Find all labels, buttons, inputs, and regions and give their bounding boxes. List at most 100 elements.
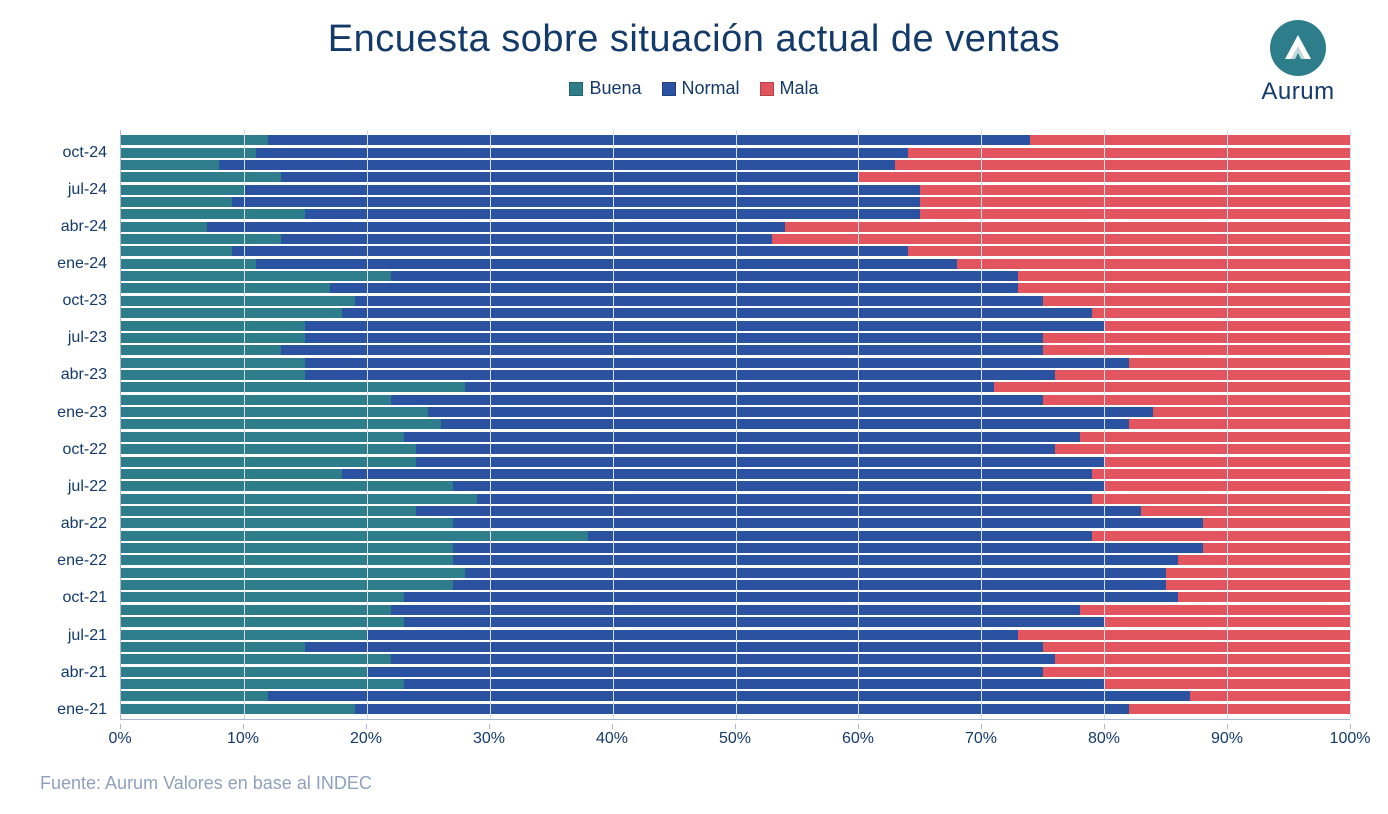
- bar-segment-mala: [994, 382, 1350, 392]
- bar-segment-normal: [453, 555, 1178, 565]
- logo-icon: [1270, 20, 1326, 76]
- bar-segment-mala: [895, 160, 1350, 170]
- bar-segment-mala: [1166, 580, 1350, 590]
- x-tick: [612, 724, 613, 729]
- bar-segment-buena: [121, 358, 305, 368]
- bar-segment-mala: [1080, 432, 1350, 442]
- bar-segment-buena: [121, 469, 342, 479]
- y-axis-label: jul-22: [68, 478, 107, 496]
- bar-segment-buena: [121, 246, 232, 256]
- x-axis-label: 50%: [719, 730, 751, 748]
- bar-segment-mala: [1129, 358, 1350, 368]
- bar-segment-buena: [121, 654, 391, 664]
- bar-segment-mala: [1080, 605, 1350, 615]
- bar-segment-mala: [1043, 333, 1350, 343]
- bar-segment-buena: [121, 160, 219, 170]
- bar-segment-buena: [121, 531, 588, 541]
- bar-segment-buena: [121, 617, 404, 627]
- legend-swatch: [662, 82, 676, 96]
- bar-segment-buena: [121, 345, 281, 355]
- gridline: [858, 130, 859, 719]
- bar-segment-buena: [121, 592, 404, 602]
- bar-segment-mala: [1055, 654, 1350, 664]
- gridline: [613, 130, 614, 719]
- y-axis-label: ene-22: [57, 552, 107, 570]
- bar-segment-normal: [416, 457, 1104, 467]
- bar-segment-buena: [121, 605, 391, 615]
- bar-segment-normal: [404, 679, 1105, 689]
- bar-segment-mala: [1043, 667, 1350, 677]
- bar-segment-mala: [1055, 444, 1350, 454]
- y-axis-label: jul-21: [68, 627, 107, 645]
- x-tick: [243, 724, 244, 729]
- bar-segment-normal: [367, 630, 1018, 640]
- bar-segment-mala: [1178, 592, 1350, 602]
- bar-segment-buena: [121, 691, 268, 701]
- gridline: [1227, 130, 1228, 719]
- bar-segment-buena: [121, 704, 355, 714]
- x-axis-label: 60%: [842, 730, 874, 748]
- bar-segment-normal: [465, 568, 1166, 578]
- bar-segment-mala: [1043, 345, 1350, 355]
- bar-segment-mala: [1092, 469, 1350, 479]
- bar-segment-normal: [404, 592, 1178, 602]
- y-axis-label: ene-24: [57, 255, 107, 273]
- bar-segment-buena: [121, 259, 256, 269]
- bar-segment-mala: [908, 246, 1350, 256]
- y-axis-label: jul-24: [68, 181, 107, 199]
- bar-segment-normal: [453, 518, 1203, 528]
- y-axis-label: abr-22: [61, 515, 107, 533]
- bar-segment-buena: [121, 432, 404, 442]
- y-axis-label: oct-24: [63, 144, 107, 162]
- bar-segment-mala: [1043, 395, 1350, 405]
- bar-segment-normal: [219, 160, 895, 170]
- bar-segment-buena: [121, 568, 465, 578]
- bar-segment-normal: [232, 197, 920, 207]
- bar-segment-mala: [920, 209, 1350, 219]
- bar-segment-buena: [121, 407, 428, 417]
- y-axis-label: oct-22: [63, 441, 107, 459]
- bar-segment-mala: [1203, 543, 1350, 553]
- bar-segment-buena: [121, 308, 342, 318]
- bar-segment-normal: [391, 271, 1018, 281]
- x-axis-label: 10%: [227, 730, 259, 748]
- bar-segment-normal: [342, 308, 1092, 318]
- bar-segment-buena: [121, 333, 305, 343]
- bar-segment-normal: [305, 333, 1042, 343]
- bar-segment-normal: [428, 407, 1153, 417]
- bar-segment-buena: [121, 321, 305, 331]
- bar-segment-mala: [1018, 630, 1350, 640]
- bar-segment-normal: [281, 234, 773, 244]
- bar-segment-mala: [908, 148, 1350, 158]
- bar-segment-normal: [305, 370, 1055, 380]
- bar-segment-mala: [1203, 518, 1350, 528]
- x-tick: [1104, 724, 1105, 729]
- gridline: [1104, 130, 1105, 719]
- bar-segment-normal: [355, 704, 1129, 714]
- bar-segment-normal: [305, 642, 1042, 652]
- bar-segment-buena: [121, 679, 404, 689]
- bar-segment-mala: [1018, 283, 1350, 293]
- x-axis-label: 90%: [1211, 730, 1243, 748]
- bar-segment-normal: [256, 259, 957, 269]
- bar-segment-normal: [305, 321, 1104, 331]
- bar-segment-buena: [121, 185, 244, 195]
- x-tick: [120, 724, 121, 729]
- bar-segment-normal: [355, 296, 1043, 306]
- legend-label: Normal: [682, 78, 740, 99]
- x-tick: [1227, 724, 1228, 729]
- bar-segment-buena: [121, 481, 453, 491]
- bar-segment-normal: [330, 283, 1018, 293]
- bar-segment-buena: [121, 283, 330, 293]
- bar-segment-normal: [232, 246, 908, 256]
- y-axis-label: abr-23: [61, 366, 107, 384]
- bar-segment-buena: [121, 135, 268, 145]
- bar-segment-normal: [305, 358, 1128, 368]
- bar-segment-buena: [121, 148, 256, 158]
- bar-segment-buena: [121, 197, 232, 207]
- y-axis-label: abr-24: [61, 218, 107, 236]
- bar-segment-buena: [121, 296, 355, 306]
- bar-segment-buena: [121, 494, 477, 504]
- bar-segment-buena: [121, 580, 453, 590]
- x-tick: [735, 724, 736, 729]
